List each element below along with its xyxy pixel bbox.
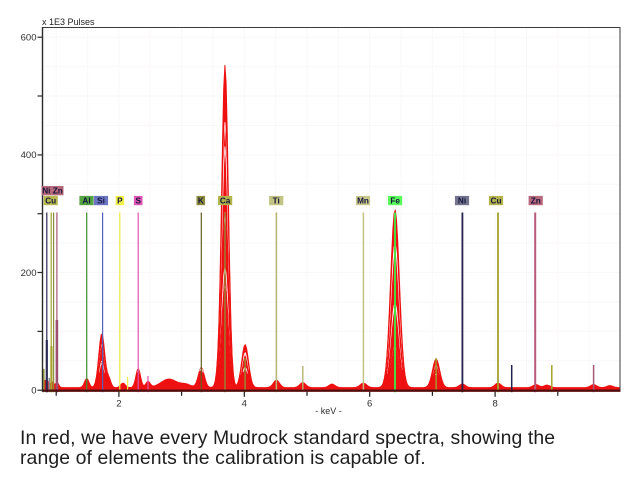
svg-text:Ni Zn: Ni Zn bbox=[42, 187, 62, 196]
svg-text:Ca: Ca bbox=[220, 197, 231, 206]
svg-text:Mn: Mn bbox=[357, 197, 369, 206]
svg-text:Ni: Ni bbox=[458, 197, 466, 206]
svg-text:Al: Al bbox=[82, 197, 90, 206]
svg-text:600: 600 bbox=[21, 33, 37, 44]
svg-text:8: 8 bbox=[492, 399, 497, 410]
svg-text:Cu: Cu bbox=[45, 197, 56, 206]
svg-text:Fe: Fe bbox=[390, 197, 400, 206]
svg-text:Cu: Cu bbox=[491, 197, 502, 206]
svg-text:x 1E3 Pulses: x 1E3 Pulses bbox=[42, 17, 95, 27]
svg-text:200: 200 bbox=[21, 268, 37, 279]
svg-text:K: K bbox=[198, 197, 204, 206]
svg-text:Si: Si bbox=[97, 197, 105, 206]
svg-text:P: P bbox=[117, 197, 123, 206]
svg-text:Zn: Zn bbox=[531, 197, 541, 206]
svg-text:Ti: Ti bbox=[273, 197, 280, 206]
svg-text:S: S bbox=[135, 197, 141, 206]
svg-text:4: 4 bbox=[242, 399, 247, 410]
svg-text:6: 6 bbox=[367, 399, 372, 410]
svg-text:0: 0 bbox=[31, 386, 36, 397]
svg-text:2: 2 bbox=[116, 399, 121, 410]
svg-text:400: 400 bbox=[21, 150, 37, 161]
svg-text:- keV -: - keV - bbox=[315, 406, 342, 416]
